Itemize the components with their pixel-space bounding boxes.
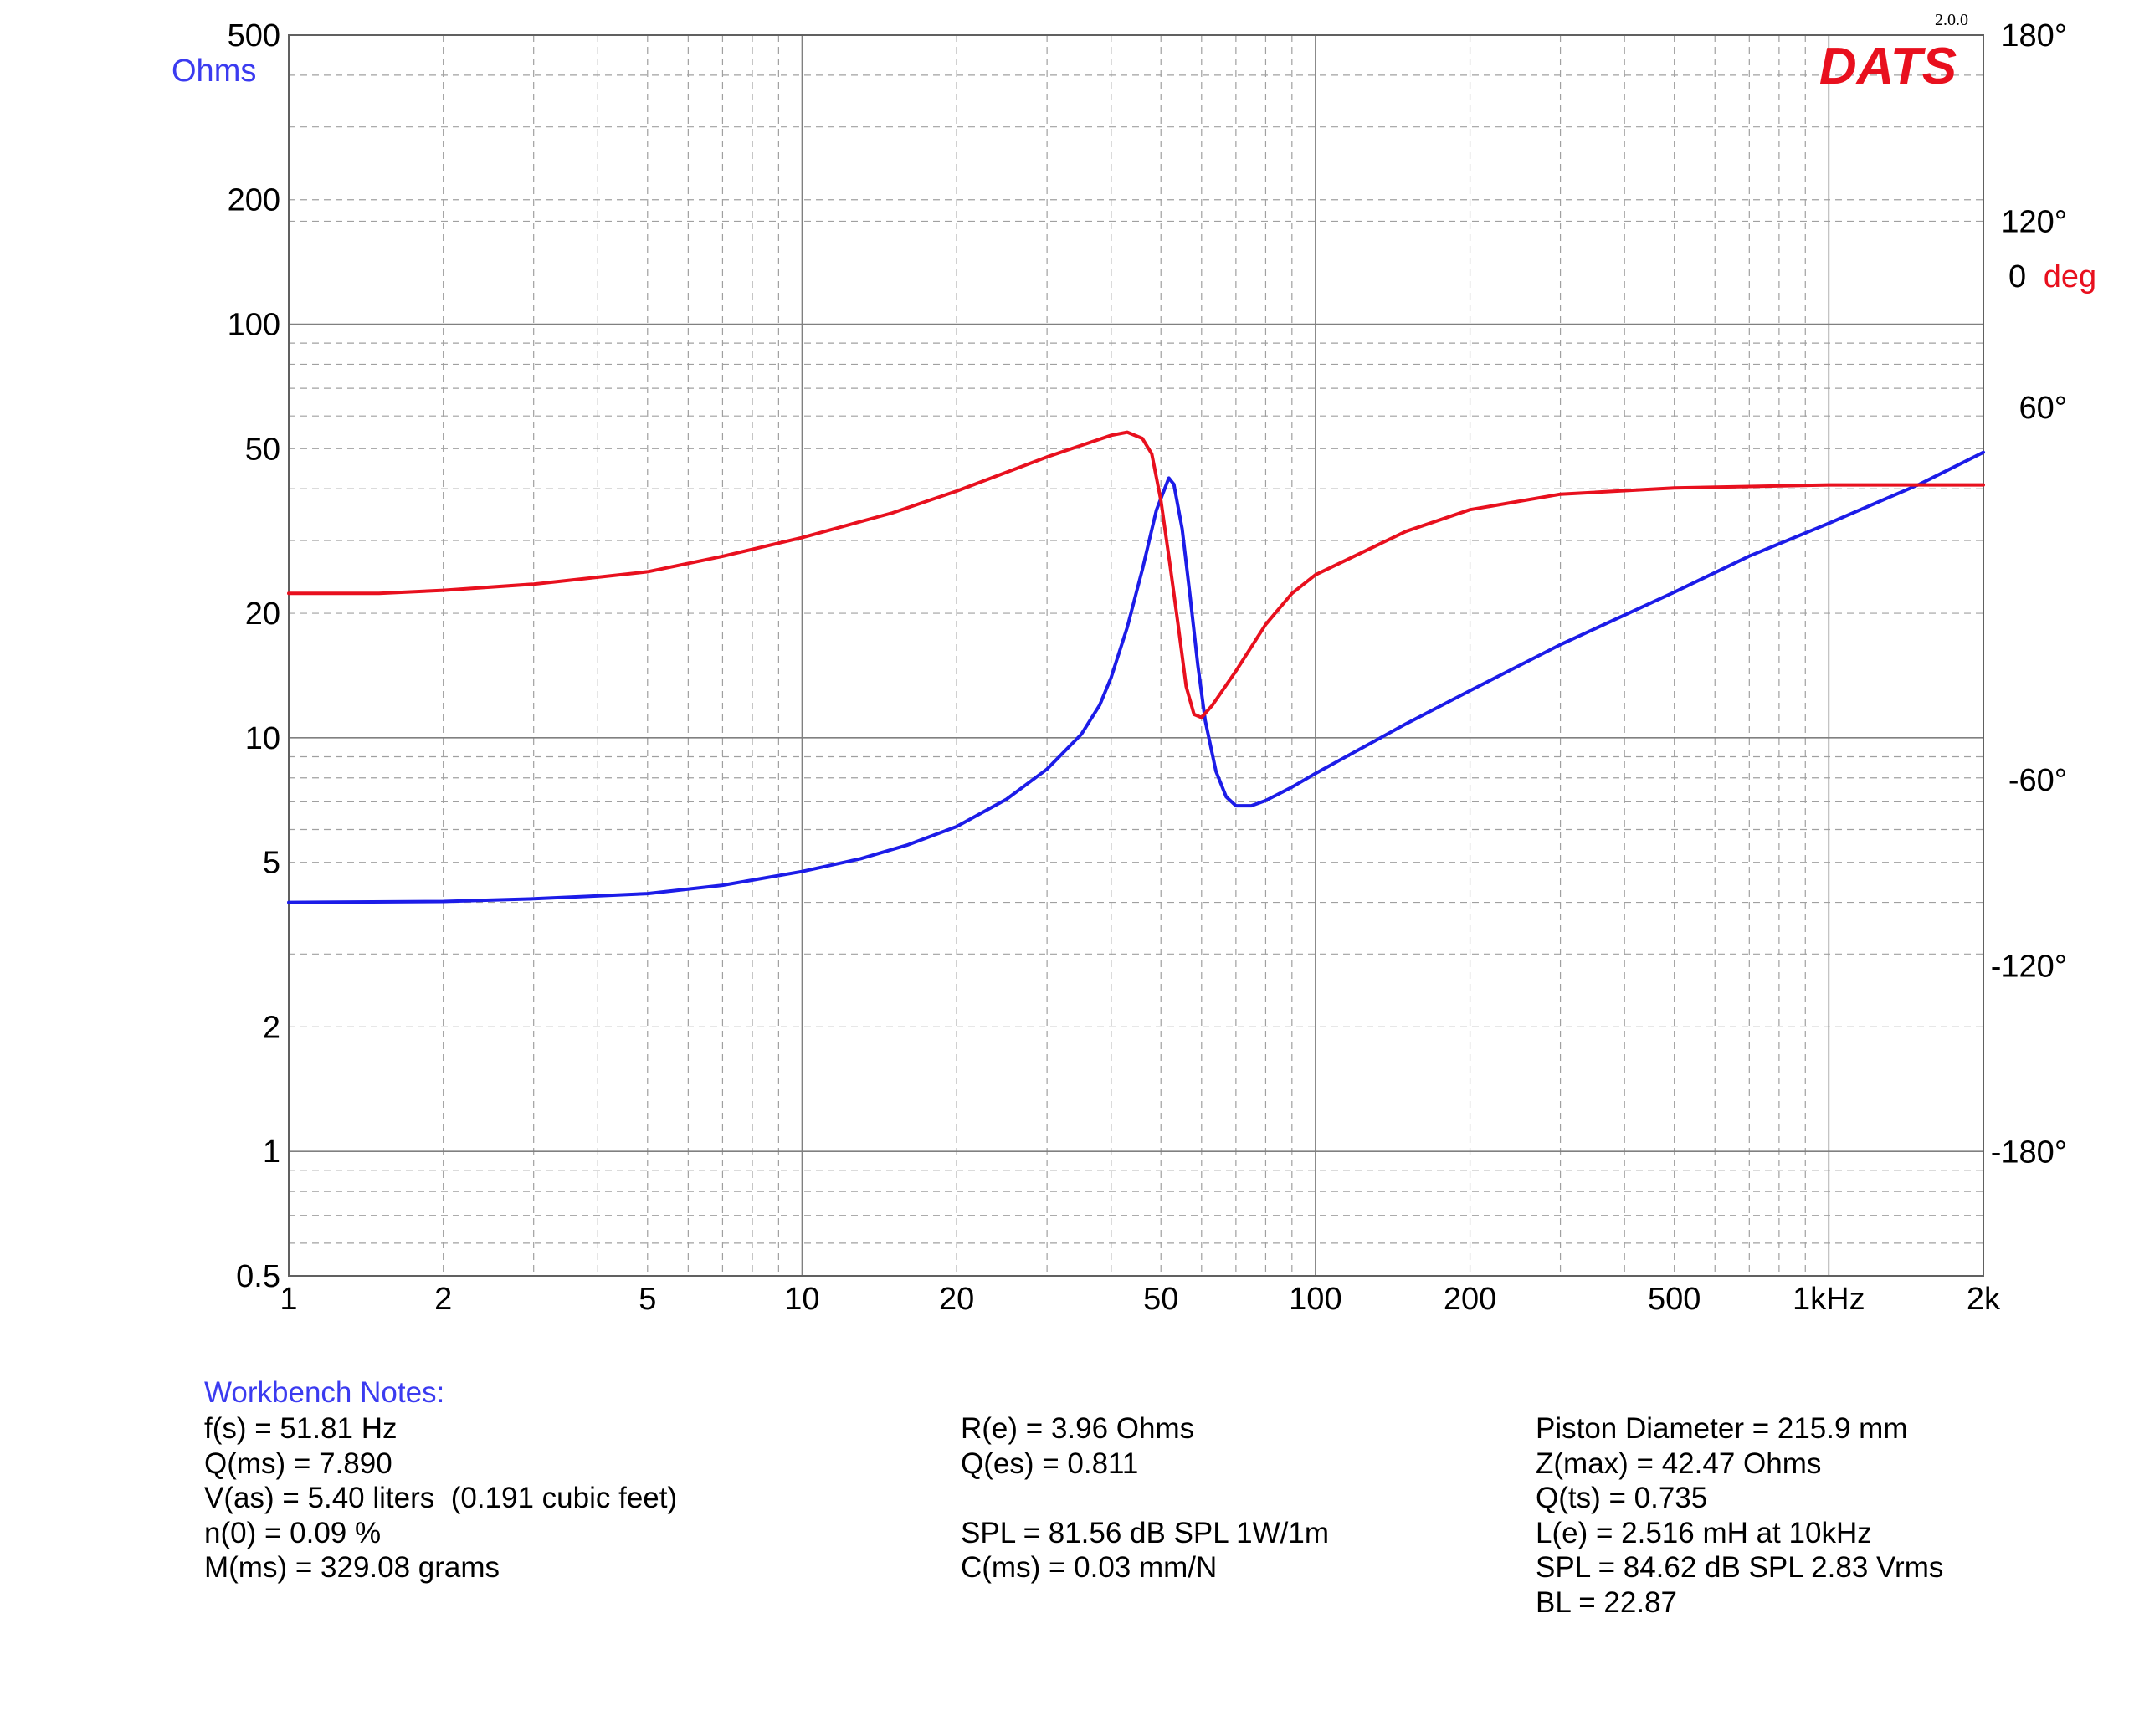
version-label: 2.0.0 (1935, 11, 1968, 29)
x-tick-label: 2 (434, 1282, 452, 1317)
notes-column-1: f(s) = 51.81 Hz Q(ms) = 7.890 V(as) = 5.40… (204, 1411, 677, 1585)
note-line: Q(ms) = 7.890 (204, 1447, 392, 1480)
y-right-tick-label: -60° (2008, 763, 2067, 798)
y-axis-label-right-value: 0 (2008, 259, 2026, 294)
note-line: R(e) = 3.96 Ohms (961, 1412, 1195, 1445)
note-line: Z(max) = 42.47 Ohms (1536, 1447, 1822, 1480)
y-right-tick-label: 180° (2001, 18, 2067, 54)
x-tick-label: 1kHz (1793, 1282, 1865, 1317)
notes-title: Workbench Notes: (204, 1376, 445, 1409)
note-line: Q(es) = 0.811 (961, 1447, 1139, 1480)
y-left-tick-label: 1 (263, 1134, 280, 1170)
y-left-tick-label: 500 (228, 18, 280, 54)
x-tick-label: 100 (1289, 1282, 1341, 1317)
y-right-tick-label: 120° (2001, 204, 2067, 239)
y-left-tick-label: 2 (263, 1010, 280, 1045)
y-left-tick-label: 10 (245, 721, 280, 756)
x-tick-label: 500 (1648, 1282, 1701, 1317)
y-left-tick-label: 0.5 (236, 1259, 280, 1294)
note-line: SPL = 84.62 dB SPL 2.83 Vrms (1536, 1551, 1944, 1584)
x-tick-label: 50 (1143, 1282, 1178, 1317)
notes-column-3: Piston Diameter = 215.9 mm Z(max) = 42.47… (1536, 1411, 1943, 1620)
series-line-phase (287, 430, 1985, 719)
x-tick-label: 10 (784, 1282, 819, 1317)
y-right-tick-label: 60° (2019, 391, 2067, 426)
note-line: L(e) = 2.516 mH at 10kHz (1536, 1516, 1872, 1549)
notes-column-2: R(e) = 3.96 Ohms Q(es) = 0.811 SPL = 81.56… (961, 1411, 1329, 1585)
plot-frame (288, 34, 1984, 1277)
y-right-tick-label: -120° (1991, 949, 2067, 984)
axes (288, 34, 1984, 1277)
tick-labels: 1 2 5 10 20 50 100 200 500 1kHz 2k5002001005020105… (228, 18, 2067, 1317)
x-tick-label: 200 (1444, 1282, 1496, 1317)
x-tick-label: 5 (639, 1282, 656, 1317)
note-line: SPL = 81.56 dB SPL 1W/1m (961, 1516, 1330, 1549)
impedance-phase-chart: 1 2 5 10 20 50 100 200 500 1kHz 2k5002001005020105… (172, 11, 2096, 1317)
series (287, 430, 1985, 904)
note-line (961, 1481, 1329, 1516)
y-axis-label-right: 0 deg (2008, 259, 2096, 294)
grid (288, 34, 1984, 1277)
note-line: n(0) = 0.09 % (204, 1516, 382, 1549)
note-line: Q(ts) = 0.735 (1536, 1482, 1708, 1514)
x-tick-label: 20 (939, 1282, 974, 1317)
note-line: Piston Diameter = 215.9 mm (1536, 1412, 1908, 1445)
y-axis-label-left: Ohms (172, 54, 256, 89)
note-line: V(as) = 5.40 liters (0.191 cubic feet) (204, 1482, 678, 1514)
y-left-tick-label: 200 (228, 183, 280, 218)
y-axis-label-right-unit: deg (2044, 259, 2096, 294)
y-right-tick-label: -180° (1991, 1135, 2067, 1170)
note-line: M(ms) = 329.08 grams (204, 1551, 500, 1584)
x-tick-label: 2k (1967, 1282, 2001, 1317)
note-line: f(s) = 51.81 Hz (204, 1412, 398, 1445)
dats-logo: DATS (1819, 38, 1957, 95)
y-left-tick-label: 5 (263, 846, 280, 881)
x-tick-label: 1 (280, 1282, 297, 1317)
note-line: BL = 22.87 (1536, 1585, 1677, 1619)
y-left-tick-label: 50 (245, 432, 280, 467)
series-line-impedance (287, 450, 1985, 904)
y-left-tick-label: 20 (245, 597, 280, 632)
y-left-tick-label: 100 (228, 308, 280, 343)
note-line: C(ms) = 0.03 mm/N (961, 1551, 1218, 1584)
